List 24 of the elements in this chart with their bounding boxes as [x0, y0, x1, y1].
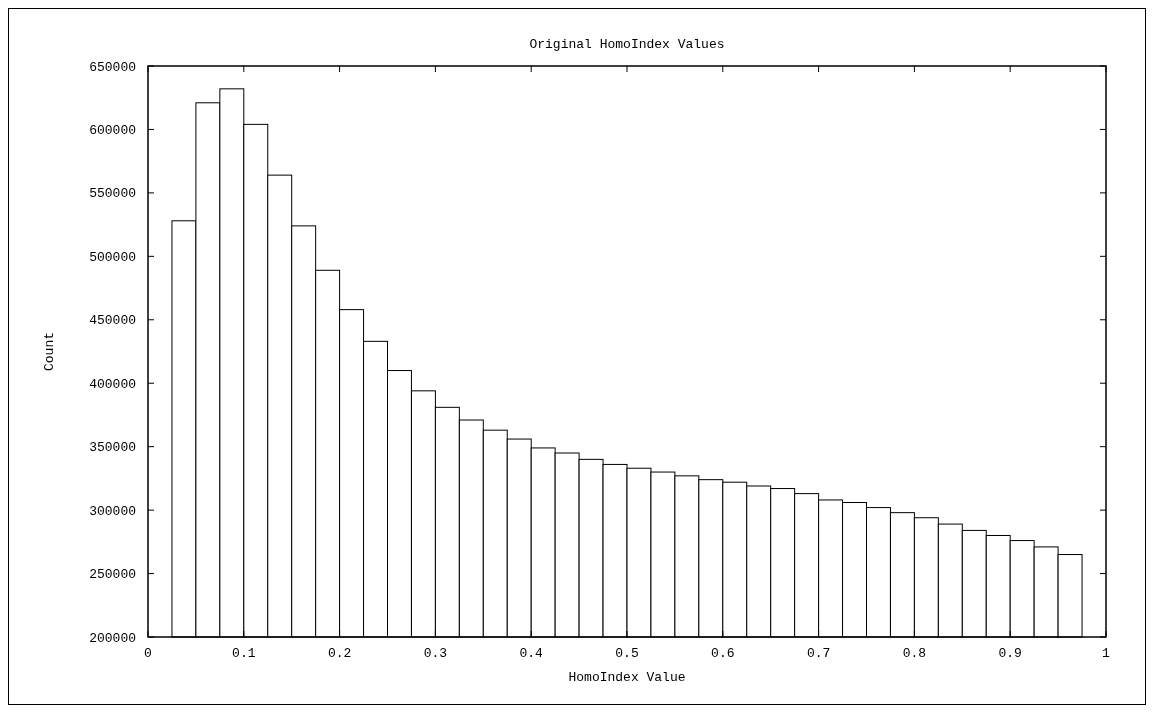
y-tick-label: 650000	[89, 59, 136, 75]
y-axis-title: Count	[42, 331, 57, 372]
y-tick-label: 550000	[89, 186, 136, 202]
x-tick-label: 0.8	[902, 646, 927, 661]
x-tick-label: 0.1	[232, 646, 256, 661]
y-tick-label: 350000	[89, 440, 136, 456]
y-tick-label: 300000	[89, 503, 136, 519]
y-tick-label: 600000	[89, 122, 136, 138]
y-tick-label: 400000	[89, 376, 136, 392]
x-tick-label: 0.5	[615, 646, 639, 661]
x-tick-label: 0.9	[998, 646, 1022, 661]
x-tick-label: 0.7	[806, 646, 831, 661]
y-tick-label: 250000	[89, 567, 136, 583]
y-tick-label: 200000	[89, 630, 136, 646]
chart-title: Original HomoIndex Values	[529, 37, 725, 52]
x-tick-label: 0	[144, 646, 152, 661]
y-tick-label: 500000	[89, 249, 136, 265]
x-axis-title: HomoIndex Value	[568, 670, 686, 685]
x-tick-label: 0.4	[519, 646, 544, 661]
x-tick-label: 1	[1102, 646, 1111, 661]
x-tick-label: 0.2	[327, 646, 352, 661]
x-tick-label: 0.6	[711, 646, 735, 661]
y-tick-label: 450000	[89, 313, 136, 329]
x-tick-label: 0.3	[423, 646, 448, 661]
